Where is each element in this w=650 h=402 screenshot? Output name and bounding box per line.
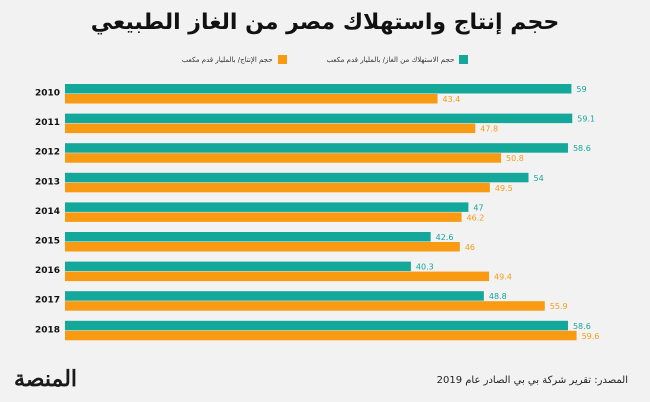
production-bar-2017 [65, 301, 545, 311]
year-label-2015: 2015 [35, 237, 60, 247]
production-value-label-2013: 49.5 [495, 184, 513, 193]
legend: حجم الاستهلاك من الغاز/ بالمليار قدم مكع… [0, 55, 650, 64]
production-bar-2013 [65, 182, 490, 193]
source-note: المصدر: تقرير شركة بي بي الصادر عام 2019 [436, 375, 628, 386]
consumption-value-label-2015: 42.6 [436, 233, 454, 242]
production-value-label-2010: 43.4 [443, 95, 461, 104]
consumption-value-label-2012: 58.6 [573, 144, 591, 153]
consumption-value-label-2014: 47 [473, 203, 483, 212]
consumption-value-label-2011: 59.1 [577, 115, 595, 124]
consumption-bar-2016 [65, 261, 411, 272]
consumption-bar-2012 [65, 143, 568, 153]
production-value-label-2014: 46.2 [467, 213, 485, 222]
legend-label-production: حجم الإنتاج/ بالمليار قدم مكعب [181, 55, 273, 64]
consumption-bar-2014 [65, 202, 469, 212]
year-label-2016: 2016 [35, 266, 60, 276]
almanassa-logo: المنصة [14, 366, 78, 392]
production-bar-2014 [65, 212, 462, 222]
consumption-bar-2011 [65, 113, 573, 124]
year-label-2010: 2010 [35, 89, 60, 99]
production-bar-2012 [65, 153, 502, 163]
production-value-label-2011: 47.8 [480, 125, 498, 134]
production-value-label-2018: 59.6 [582, 332, 600, 341]
production-bar-2011 [65, 123, 476, 134]
chart-title: حجم إنتاج واستهلاك مصر من الغاز الطبيعي [90, 10, 560, 35]
consumption-value-label-2016: 40.3 [416, 263, 434, 272]
production-bar-2016 [65, 271, 490, 282]
legend-item-consumption: حجم الاستهلاك من الغاز/ بالمليار قدم مكع… [327, 55, 469, 64]
production-bar-2010 [65, 94, 438, 104]
legend-item-production: حجم الإنتاج/ بالمليار قدم مكعب [182, 55, 287, 64]
consumption-bar-2013 [65, 172, 529, 183]
production-value-label-2017: 55.9 [550, 302, 568, 311]
legend-swatch-production [277, 55, 287, 64]
production-bar-2015 [65, 242, 460, 252]
year-label-2012: 2012 [35, 148, 60, 158]
legend-swatch-consumption [459, 55, 469, 64]
production-bar-2018 [65, 330, 577, 341]
year-label-2018: 2018 [35, 325, 60, 335]
production-value-label-2015: 46 [465, 243, 475, 252]
year-label-2011: 2011 [35, 118, 60, 128]
consumption-bar-2017 [65, 291, 484, 301]
year-label-2014: 2014 [35, 207, 60, 217]
production-value-label-2016: 49.4 [494, 273, 512, 282]
consumption-bar-2015 [65, 232, 431, 242]
consumption-bar-2010 [65, 84, 572, 94]
consumption-value-label-2013: 54 [534, 174, 544, 183]
legend-label-consumption: حجم الاستهلاك من الغاز/ بالمليار قدم مكع… [326, 55, 455, 64]
year-label-2013: 2013 [35, 177, 60, 187]
consumption-value-label-2010: 59 [576, 85, 586, 94]
consumption-value-label-2017: 48.8 [489, 292, 507, 301]
consumption-value-label-2018: 58.6 [573, 322, 591, 331]
consumption-bar-2018 [65, 320, 568, 331]
production-value-label-2012: 50.8 [506, 154, 524, 163]
year-label-2017: 2017 [35, 296, 60, 306]
